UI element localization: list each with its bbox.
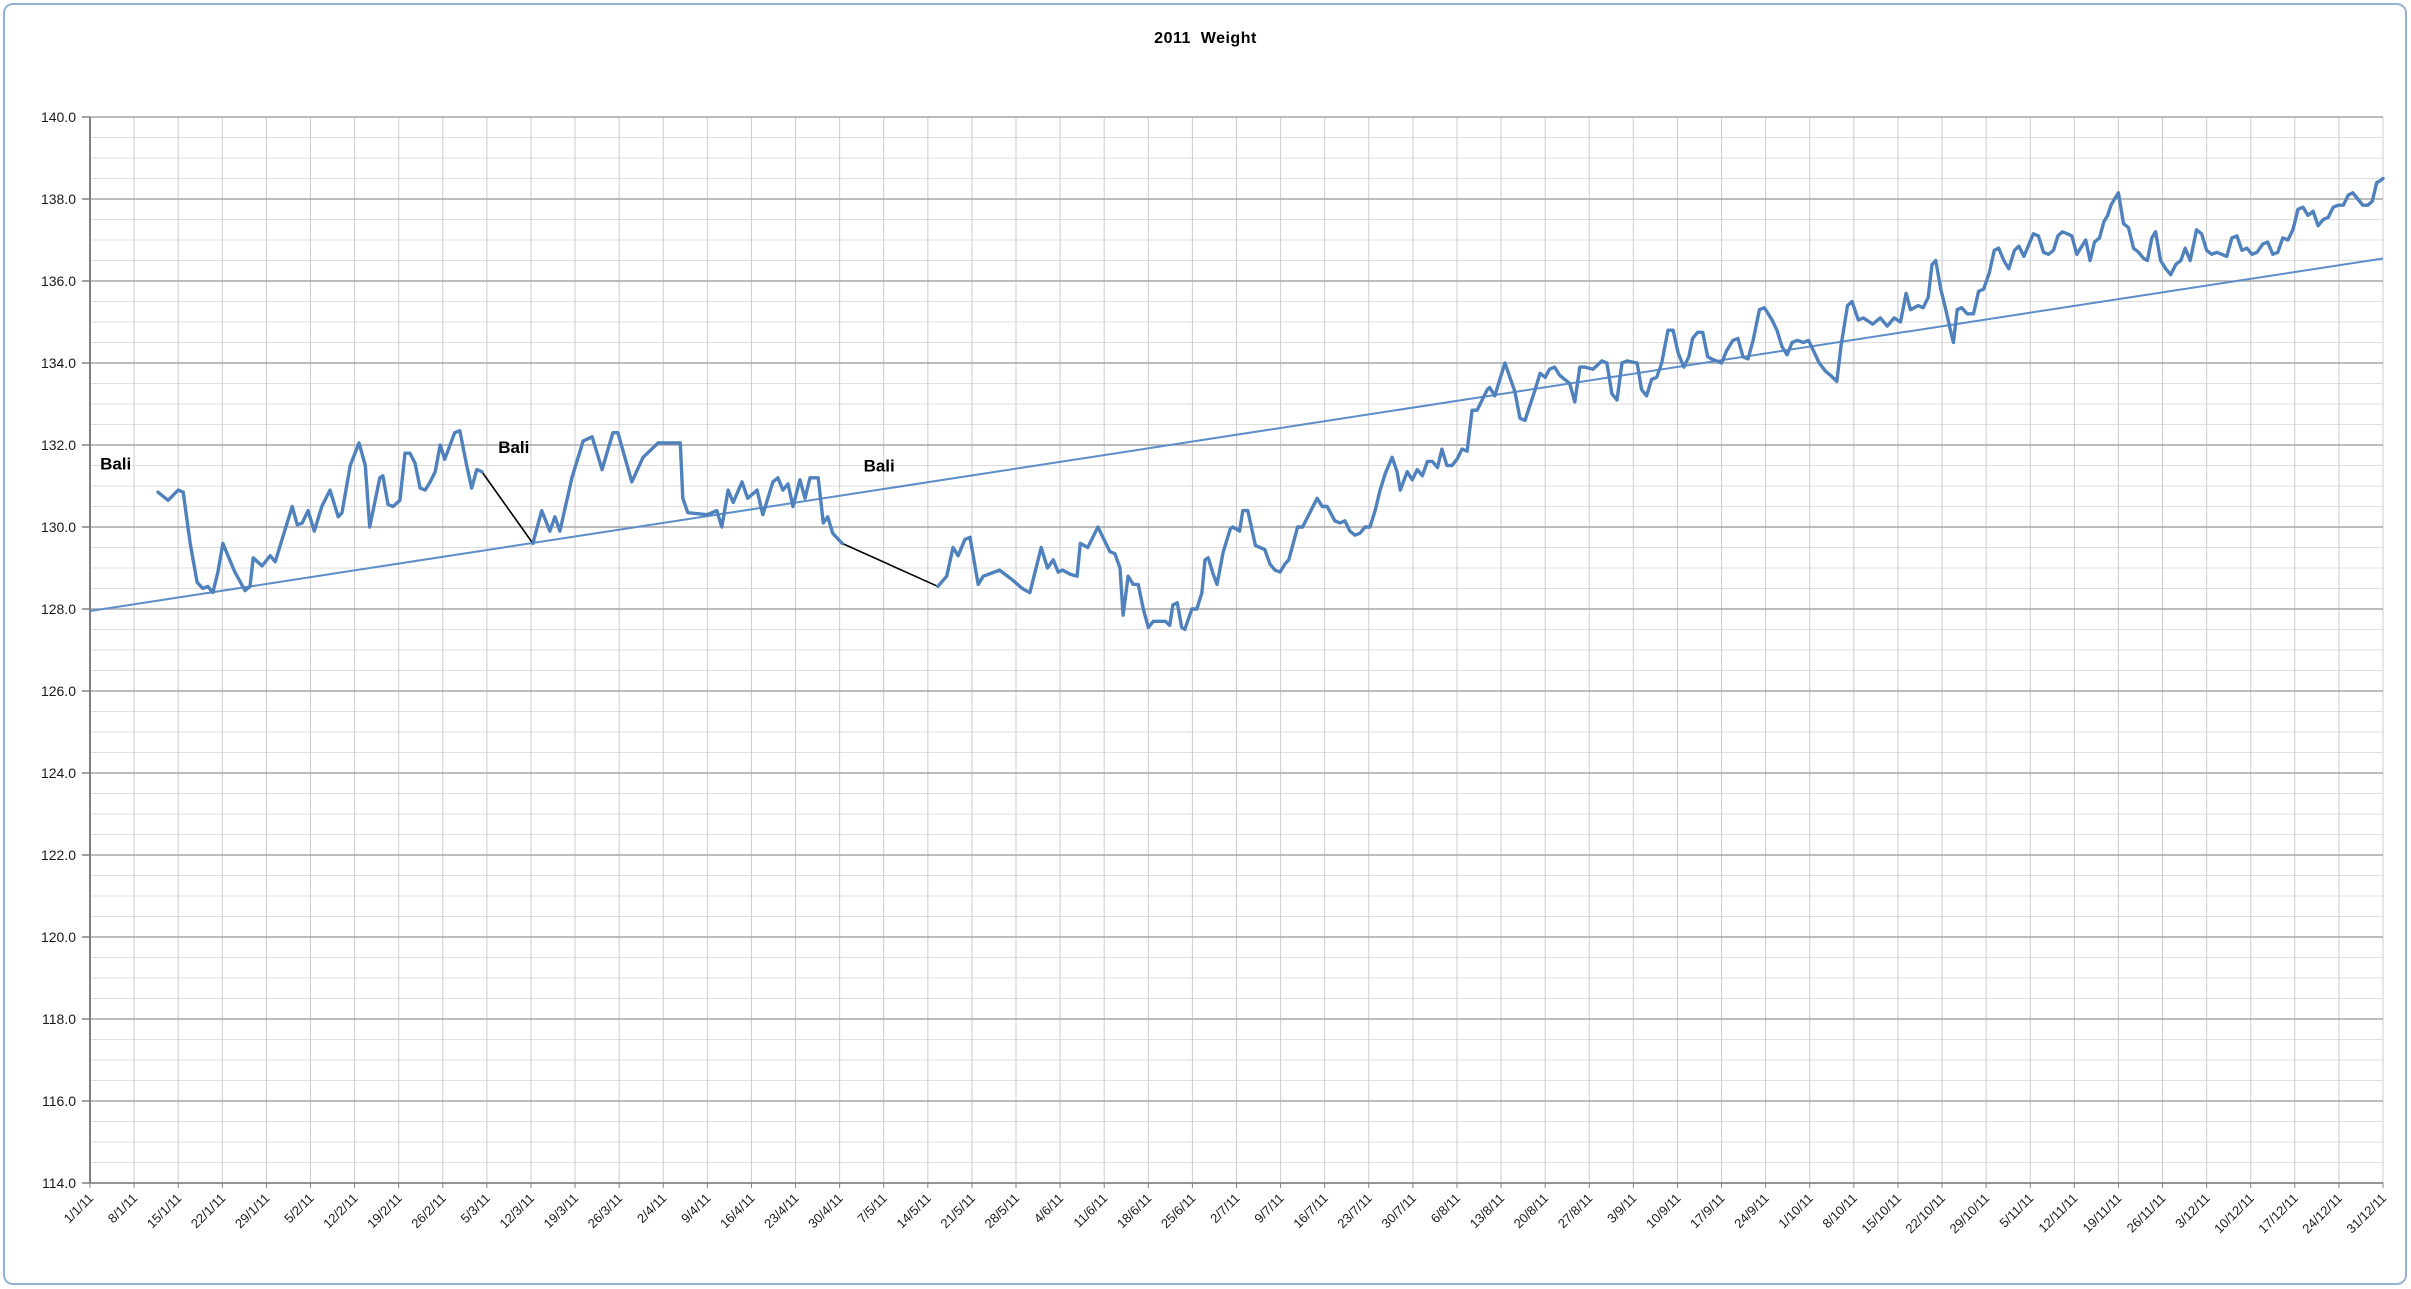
x-tick-label: 10/12/11 [2211,1191,2257,1237]
x-tick-label: 1/10/11 [1775,1191,1816,1232]
y-tick-label: 118.0 [42,1011,76,1027]
x-tick-label: 2/4/11 [634,1191,669,1226]
y-tick-label: 140.0 [41,109,76,125]
x-tick-label: 6/8/11 [1428,1191,1463,1226]
x-tick-label: 21/5/11 [937,1191,978,1232]
x-tick-label: 12/3/11 [496,1191,537,1232]
trendline [89,257,2384,613]
x-tick-label: 23/7/11 [1334,1191,1375,1232]
x-tick-label: 9/7/11 [1251,1191,1286,1226]
y-tick-label: 122.0 [41,847,76,863]
bali-annotation-label: Bali [100,454,131,473]
x-tick-label: 8/1/11 [105,1191,140,1226]
y-tick-label: 124.0 [41,765,76,781]
x-tick-label: 2/7/11 [1207,1191,1242,1226]
x-tick-label: 8/10/11 [1819,1191,1860,1232]
x-tick-label: 22/1/11 [188,1191,229,1232]
x-tick-label: 26/2/11 [408,1191,449,1232]
x-tick-label: 7/5/11 [854,1191,889,1226]
x-tick-label: 5/11/11 [1996,1191,2036,1231]
x-tick-label: 31/12/11 [2343,1191,2389,1237]
y-tick-label: 128.0 [41,601,76,617]
y-tick-label: 138.0 [41,191,76,207]
weight-series-line [936,176,2385,632]
x-tick-label: 14/5/11 [893,1191,934,1232]
y-tick-label: 132.0 [41,437,76,453]
x-axis-labels: 1/1/11 8/1/11 15/1/11 22/1/11 29/1/11 5/2/11 1… [61,1191,2389,1237]
x-tick-label: 26/3/11 [585,1191,626,1232]
x-tick-label: 3/9/11 [1604,1191,1639,1226]
x-tick-label: 16/7/11 [1290,1191,1331,1232]
x-tick-label: 11/6/11 [1070,1191,1110,1231]
x-tick-label: 30/4/11 [805,1191,846,1232]
x-tick-label: 12/11/11 [2035,1191,2080,1236]
x-tick-label: 15/10/11 [1858,1191,1904,1237]
x-tick-label: 5/3/11 [457,1191,492,1226]
bali-annotation-label: Bali [498,438,529,457]
x-tick-label: 27/8/11 [1555,1191,1596,1232]
bali-annotations: Bali Bali Bali [100,438,895,475]
x-tick-label: 19/3/11 [541,1191,582,1232]
y-tick-label: 130.0 [41,519,76,535]
x-tick-label: 9/4/11 [678,1191,713,1226]
x-tick-label: 18/6/11 [1114,1191,1155,1232]
x-tick-label: 24/12/11 [2299,1191,2345,1237]
y-tick-label: 126.0 [41,683,76,699]
x-tick-label: 25/6/11 [1158,1191,1199,1232]
y-axis-labels: 140.0 138.0 136.0 134.0 132.0 130.0 128.0 126.0… [41,109,76,1191]
x-tick-label: 17/12/11 [2255,1191,2301,1237]
bali-gap-connectors [481,471,939,588]
x-tick-label: 29/1/11 [232,1191,273,1232]
x-tick-label: 20/8/11 [1511,1191,1552,1232]
axes [82,116,2384,1188]
y-tick-label: 116.0 [42,1093,76,1109]
weight-series-line [156,429,484,595]
x-tick-label: 4/6/11 [1031,1191,1066,1226]
weight-series [156,176,2385,632]
x-tick-label: 24/9/11 [1731,1191,1772,1232]
x-tick-label: 1/1/11 [61,1191,96,1226]
y-tick-label: 136.0 [41,273,76,289]
bali-annotation-label: Bali [864,457,895,476]
x-tick-label: 22/10/11 [1902,1191,1948,1237]
x-tick-label: 26/11/11 [2124,1191,2169,1236]
x-tick-label: 19/2/11 [364,1191,405,1232]
x-tick-label: 16/4/11 [717,1191,758,1232]
y-tick-label: 120.0 [41,929,76,945]
weight-series-line [531,431,844,546]
bali-gap-connector [481,471,534,544]
x-tick-label: 15/1/11 [144,1191,185,1232]
x-tick-label: 5/2/11 [281,1191,316,1226]
x-tick-label: 17/9/11 [1687,1191,1728,1232]
chart-title: 2011 Weight [1154,30,1257,47]
chart-border [3,3,2407,1285]
bali-gap-connector [841,542,939,588]
x-tick-label: 28/5/11 [982,1191,1023,1232]
x-tick-label: 30/7/11 [1378,1191,1419,1232]
x-tick-label: 13/8/11 [1467,1191,1508,1232]
x-tick-label: 23/4/11 [761,1191,802,1232]
x-tick-label: 19/11/11 [2080,1191,2125,1236]
x-tick-label: 3/12/11 [2172,1191,2213,1232]
y-tick-label: 114.0 [42,1175,76,1191]
x-tick-label: 12/2/11 [320,1191,361,1232]
y-tick-label: 134.0 [41,355,76,371]
x-tick-label: 29/10/11 [1947,1191,1993,1237]
x-tick-label: 10/9/11 [1643,1191,1684,1232]
